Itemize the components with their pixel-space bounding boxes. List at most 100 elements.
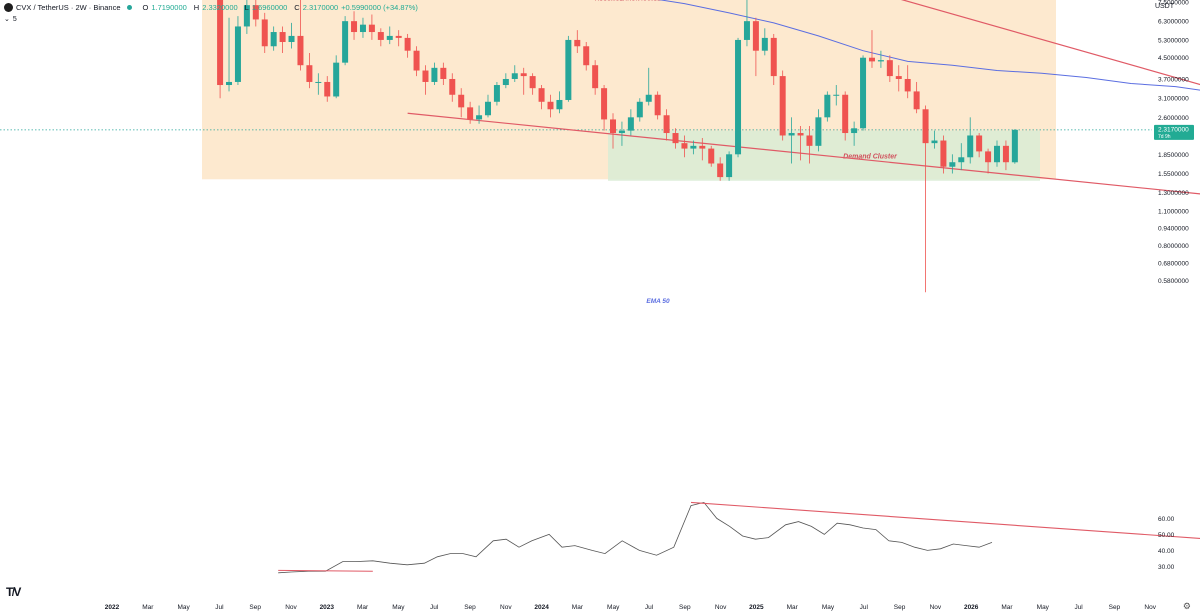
cvx-logo-icon — [4, 3, 13, 12]
candle-body — [529, 76, 536, 89]
candle-body — [958, 157, 965, 163]
ema50-line — [658, 0, 1200, 91]
time-tick-label: Nov — [500, 604, 512, 611]
candle-body — [708, 148, 715, 164]
time-tick-label: Sep — [679, 604, 691, 611]
candle-body — [413, 50, 420, 71]
oscillator-line — [278, 501, 993, 574]
candle-body — [967, 135, 974, 158]
time-tick-label: Jul — [645, 604, 654, 611]
candle-body — [913, 91, 920, 110]
candle-body — [833, 94, 840, 96]
candle-body — [842, 94, 849, 134]
candle-body — [752, 21, 759, 51]
oscillator-tick-label: 30.00 — [1158, 564, 1175, 571]
candle-body — [895, 76, 902, 79]
change-value: +0.5990000 (+34.87%) — [341, 3, 418, 12]
time-tick-label: Mar — [357, 604, 369, 611]
candle-body — [377, 32, 384, 40]
chevron-down-icon: ⌄ — [4, 16, 10, 23]
time-tick-label: May — [1037, 604, 1050, 611]
market-status-icon — [127, 5, 133, 10]
time-tick-label: 2023 — [320, 604, 335, 611]
candle-body — [761, 37, 768, 51]
candle-body — [672, 133, 679, 144]
candle-body — [797, 133, 804, 136]
candle-body — [440, 67, 447, 79]
candle-body — [1002, 145, 1009, 163]
candle-body — [815, 117, 822, 146]
oscillator-tick-label: 40.00 — [1158, 548, 1175, 555]
open-value: 1.7190000 — [151, 3, 187, 12]
current-price-tag — [1154, 124, 1194, 140]
candle-body — [681, 143, 688, 149]
oscillator-tick-label: 50.00 — [1158, 532, 1175, 539]
candle-body — [904, 78, 911, 92]
close-value: 2.3170000 — [302, 3, 339, 12]
time-tick-label: Sep — [1109, 604, 1121, 611]
trendline-1 — [407, 112, 1200, 195]
time-tick-label: Mar — [1001, 604, 1013, 611]
price-tick-label: 6.3000000 — [1158, 19, 1189, 26]
candle-body — [940, 140, 947, 167]
candle-body — [467, 107, 474, 120]
candle-body — [547, 101, 554, 110]
candle-body — [601, 88, 608, 120]
tradingview-logo-icon[interactable]: T̸V — [6, 585, 22, 599]
symbol-title[interactable]: CVX / TetherUS · 2W · Binance — [16, 3, 121, 12]
candle-body — [1011, 129, 1018, 163]
time-tick-label: Nov — [285, 604, 297, 611]
candle-body — [976, 135, 983, 152]
currency-label[interactable]: USDT — [1154, 3, 1174, 10]
gear-icon[interactable]: ⚙ — [1182, 601, 1191, 611]
time-tick-label: 2022 — [105, 604, 120, 611]
candle-body — [252, 5, 259, 20]
current-price-label: 2.3170000 — [1158, 126, 1189, 133]
time-tick-label: Mar — [142, 604, 154, 611]
time-tick-label: May — [177, 604, 190, 611]
candle-body — [306, 65, 313, 82]
candle-body — [886, 60, 893, 77]
candle-body — [342, 21, 349, 63]
candle-body — [690, 145, 697, 149]
candle-body — [484, 101, 491, 116]
candle-body — [851, 128, 858, 134]
time-tick-label: Sep — [249, 604, 261, 611]
candle-body — [458, 94, 465, 108]
candle-body — [404, 37, 411, 51]
price-tick-label: 4.5000000 — [1158, 55, 1189, 62]
price-tick-label: 0.6800000 — [1158, 261, 1189, 268]
price-tick-label: 3.1000000 — [1158, 96, 1189, 103]
candle-body — [476, 115, 483, 120]
candle-body — [574, 39, 581, 47]
close-label: C — [294, 3, 300, 12]
zone-label-3: Demand Cluster — [843, 154, 898, 161]
time-tick-label: May — [822, 604, 835, 611]
candle-body — [806, 135, 813, 146]
zone-label-2: ACCUMULATION RANGE — [595, 0, 661, 3]
high-label: H — [193, 3, 200, 12]
candle-body — [226, 81, 233, 86]
indicator-toggle[interactable]: ⌄ 5 — [4, 15, 17, 24]
candle-body — [261, 19, 268, 47]
candle-body — [288, 35, 295, 43]
candle-body — [324, 81, 331, 97]
candle-body — [583, 46, 590, 66]
price-tick-label: 0.8000000 — [1158, 243, 1189, 250]
price-axis: 120.0000000100.000000084.000000071.50000… — [1158, 0, 1189, 285]
time-tick-label: Jul — [1074, 604, 1083, 611]
candle-body — [788, 133, 795, 136]
open-label: O — [142, 3, 149, 12]
candle-body — [610, 119, 617, 134]
candle-body — [699, 145, 706, 149]
price-tick-label: 3.7000000 — [1158, 76, 1189, 83]
ema50-label: EMA 50 — [646, 298, 670, 305]
candle-body — [645, 94, 652, 102]
price-tick-label: 0.9400000 — [1158, 225, 1189, 232]
candle-body — [618, 130, 625, 134]
candle-body — [368, 24, 375, 33]
low-value: 1.6960000 — [251, 3, 288, 12]
time-tick-label: 2024 — [534, 604, 549, 611]
time-tick-label: Mar — [787, 604, 799, 611]
